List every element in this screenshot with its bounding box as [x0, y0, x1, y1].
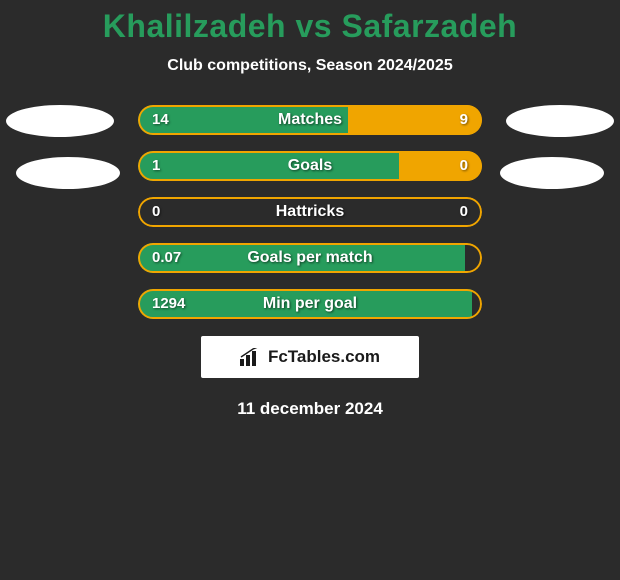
- player-right-avatar-1: [506, 105, 614, 137]
- stat-label: Matches: [138, 105, 482, 135]
- stat-label: Min per goal: [138, 289, 482, 319]
- logo-box: FcTables.com: [201, 336, 419, 378]
- comparison-bars: 149Matches 10Goals 00Hattricks 0.07Goals pe…: [138, 105, 482, 335]
- player-left-avatar-2: [16, 157, 120, 189]
- stat-row: 00Hattricks: [138, 197, 482, 227]
- page-title: Khalilzadeh vs Safarzadeh: [0, 0, 620, 45]
- stat-row: 0.07Goals per match: [138, 243, 482, 273]
- subtitle: Club competitions, Season 2024/2025: [0, 57, 620, 75]
- stat-label: Goals per match: [138, 243, 482, 273]
- stat-label: Hattricks: [138, 197, 482, 227]
- date-label: 11 december 2024: [0, 399, 620, 419]
- stat-row: 1294Min per goal: [138, 289, 482, 319]
- stat-row: 149Matches: [138, 105, 482, 135]
- bar-chart-icon: [240, 348, 262, 366]
- stat-label: Goals: [138, 151, 482, 181]
- player-left-avatar-1: [6, 105, 114, 137]
- player-right-avatar-2: [500, 157, 604, 189]
- logo-text: FcTables.com: [268, 347, 380, 367]
- comparison-infographic: Khalilzadeh vs Safarzadeh Club competiti…: [0, 0, 620, 580]
- stat-row: 10Goals: [138, 151, 482, 181]
